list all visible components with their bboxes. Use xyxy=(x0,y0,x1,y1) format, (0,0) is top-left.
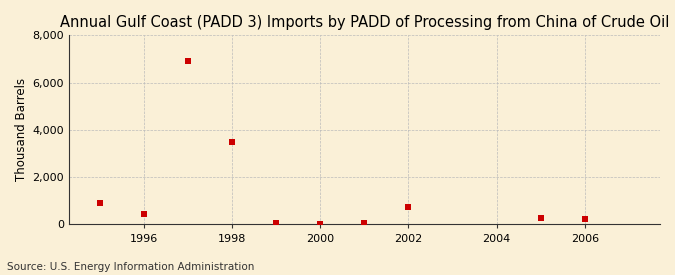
Point xyxy=(271,220,281,225)
Point xyxy=(94,201,105,205)
Point xyxy=(580,217,591,221)
Title: Annual Gulf Coast (PADD 3) Imports by PADD of Processing from China of Crude Oil: Annual Gulf Coast (PADD 3) Imports by PA… xyxy=(59,15,669,30)
Text: Source: U.S. Energy Information Administration: Source: U.S. Energy Information Administ… xyxy=(7,262,254,272)
Point xyxy=(315,222,325,226)
Point xyxy=(403,205,414,209)
Point xyxy=(359,220,370,225)
Y-axis label: Thousand Barrels: Thousand Barrels xyxy=(15,78,28,182)
Point xyxy=(182,59,193,64)
Point xyxy=(227,139,238,144)
Point xyxy=(138,212,149,216)
Point xyxy=(535,216,546,220)
